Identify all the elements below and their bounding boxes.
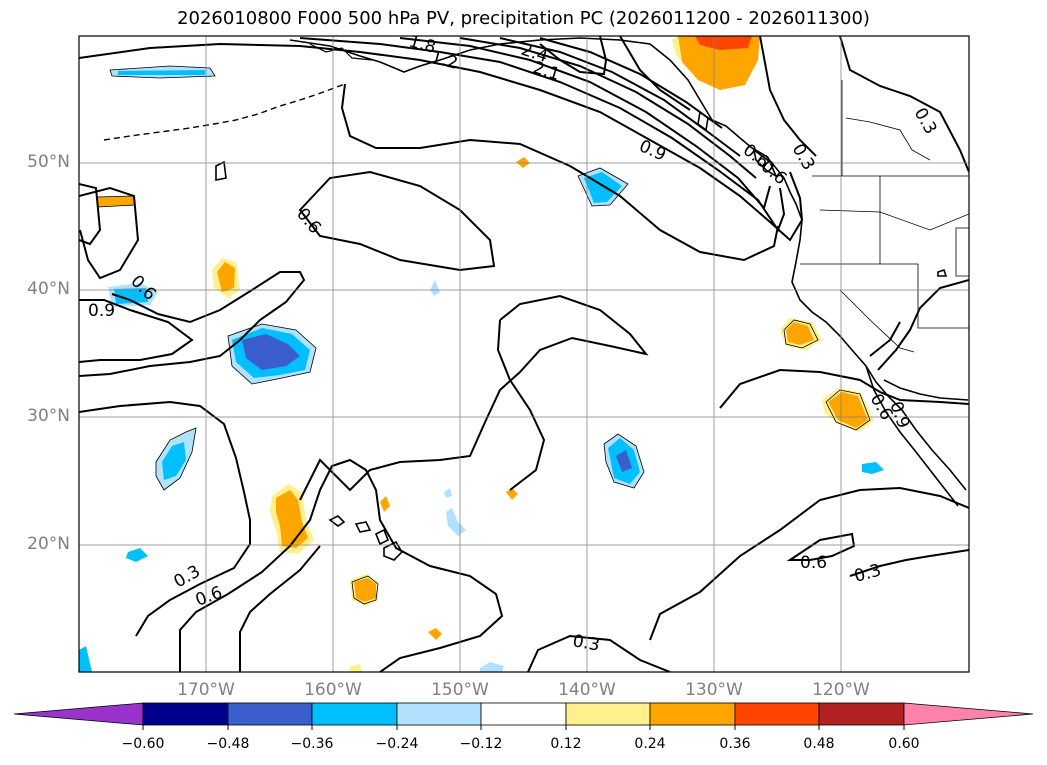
colorbar-tick-label: −0.24 bbox=[375, 736, 419, 752]
contour-label: 0.9 bbox=[88, 301, 115, 321]
contour-label: 0.3 bbox=[571, 631, 601, 655]
plot-title: 2026010800 F000 500 hPa PV, precipitatio… bbox=[177, 8, 870, 29]
colorbar-tick-label: −0.36 bbox=[290, 736, 334, 752]
colorbar-tick-label: 0.36 bbox=[719, 736, 751, 752]
lon-label: 150°W bbox=[431, 680, 489, 700]
map-area: 2.4 2.1 1.2 1.8 0.9 0.6 0.3 0.6 0.9 0.6 … bbox=[79, 32, 969, 672]
colorbar-bin bbox=[649, 702, 736, 726]
positive-precip-area bbox=[678, 36, 760, 90]
lat-label: 30°N bbox=[27, 406, 70, 426]
colorbar-bin bbox=[142, 702, 229, 726]
negative-precip-core bbox=[242, 334, 300, 370]
colorbar-bin bbox=[227, 702, 313, 726]
lon-label: 140°W bbox=[558, 680, 616, 700]
lon-label: 130°W bbox=[685, 680, 743, 700]
gridlines bbox=[79, 36, 969, 672]
positive-precip-area bbox=[97, 196, 135, 207]
colorbar-bin bbox=[565, 702, 651, 726]
map-frame bbox=[78, 35, 970, 673]
colorbar-tick-label: −0.48 bbox=[206, 736, 250, 752]
positive-precip-core bbox=[695, 36, 752, 50]
colorbar-bin bbox=[480, 702, 567, 726]
colorbar-tick-label: −0.60 bbox=[121, 736, 165, 752]
colorbar-tick-label: −0.12 bbox=[459, 736, 503, 752]
contour-label: 0.6 bbox=[800, 553, 827, 573]
lat-label: 20°N bbox=[27, 534, 70, 554]
colorbar-tick-label: 0.12 bbox=[550, 736, 582, 752]
colorbar-extend-low bbox=[13, 702, 144, 726]
precip-fills bbox=[79, 36, 884, 672]
contour-label: 1.8 bbox=[407, 32, 438, 58]
political-borders bbox=[800, 80, 969, 353]
lat-label: 50°N bbox=[27, 152, 70, 172]
colorbar-tick-label: 0.24 bbox=[634, 736, 666, 752]
lon-label: 170°W bbox=[177, 680, 235, 700]
lon-label: 160°W bbox=[304, 680, 362, 700]
colorbar bbox=[13, 702, 1034, 730]
pv-contours bbox=[79, 36, 969, 672]
colorbar-extend-high bbox=[903, 702, 1034, 726]
colorbar-bin bbox=[818, 702, 905, 726]
negative-precip-core bbox=[616, 450, 632, 472]
colorbar-tick-label: 0.60 bbox=[888, 736, 920, 752]
colorbar-tick-label: 0.48 bbox=[803, 736, 835, 752]
lon-label: 120°W bbox=[812, 680, 870, 700]
lat-label: 40°N bbox=[27, 279, 70, 299]
colorbar-bin bbox=[396, 702, 482, 726]
colorbar-bin bbox=[311, 702, 398, 726]
colorbar-bin bbox=[734, 702, 820, 726]
